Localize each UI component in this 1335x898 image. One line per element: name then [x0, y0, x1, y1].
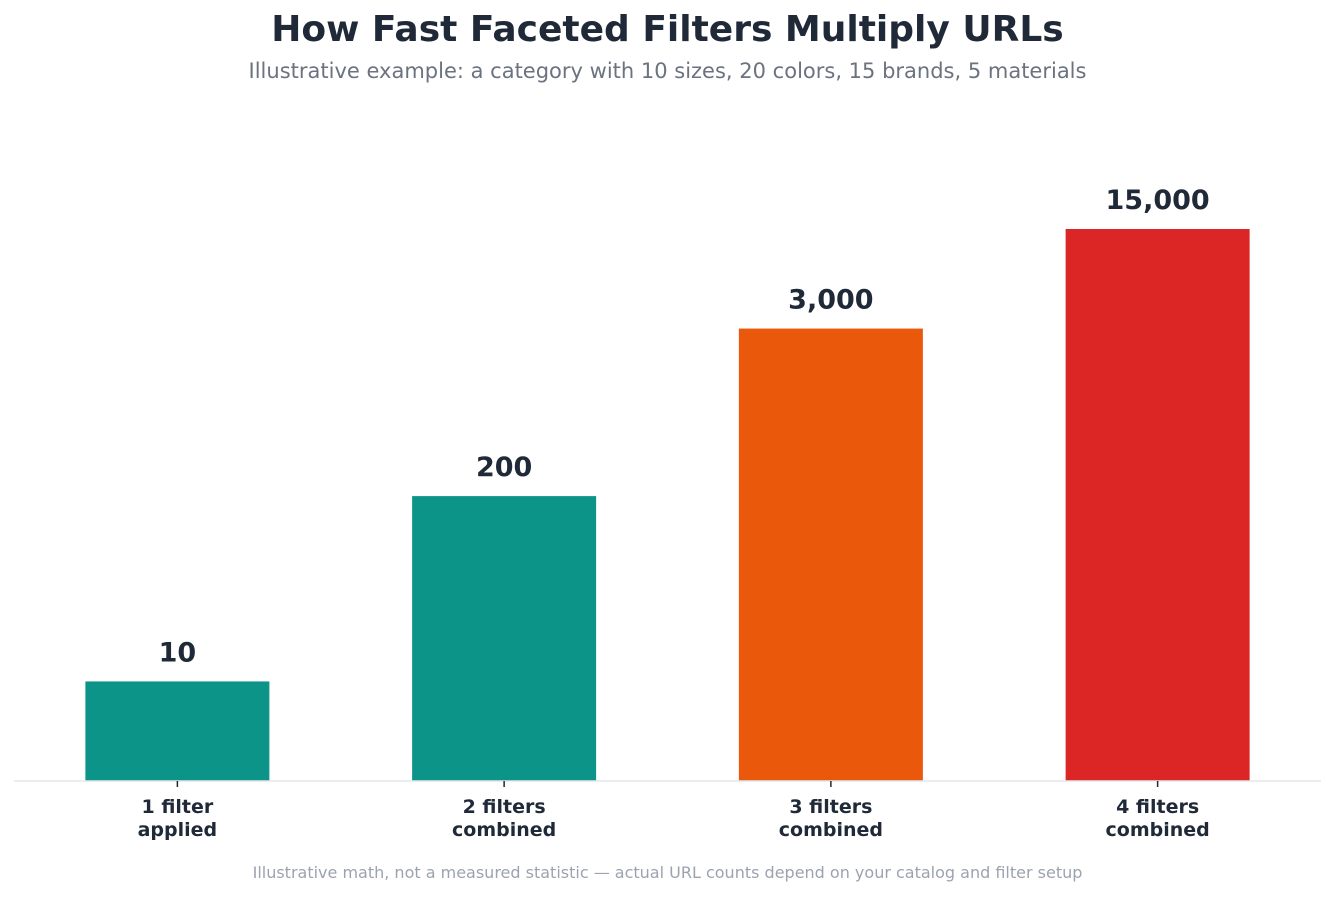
x-tick-label-line: 2 filters — [463, 796, 546, 818]
x-tick-label-3: 3 filters combined — [779, 796, 883, 841]
data-label-2: 200 — [476, 452, 532, 483]
x-tick-label-4: 4 filters combined — [1106, 796, 1210, 841]
bar-1 — [85, 681, 270, 781]
data-label-3: 3,000 — [788, 285, 873, 316]
x-tick-label-line: combined — [452, 819, 556, 841]
x-tick-label-line: applied — [138, 819, 218, 841]
bar-4 — [1065, 229, 1250, 781]
bar-3 — [738, 328, 923, 781]
x-tick-label-line: 3 filters — [789, 796, 872, 818]
data-label-1: 10 — [159, 637, 197, 668]
data-label-4: 15,000 — [1106, 185, 1210, 216]
x-tick-label-line: combined — [1106, 819, 1210, 841]
x-tick-label-line: 1 filter — [141, 796, 213, 818]
chart-subtitle: Illustrative example: a category with 10… — [248, 59, 1087, 83]
x-tick-label-line: combined — [779, 819, 883, 841]
bar-2 — [412, 496, 597, 781]
bars-group: 10 200 3,000 15,000 — [85, 185, 1250, 781]
chart-footnote: Illustrative math, not a measured statis… — [252, 863, 1083, 882]
x-tick-label-2: 2 filters combined — [452, 796, 556, 841]
chart-title: How Fast Faceted Filters Multiply URLs — [271, 9, 1064, 50]
x-tick-label-line: 4 filters — [1116, 796, 1199, 818]
x-tick-label-1: 1 filter applied — [138, 796, 218, 841]
